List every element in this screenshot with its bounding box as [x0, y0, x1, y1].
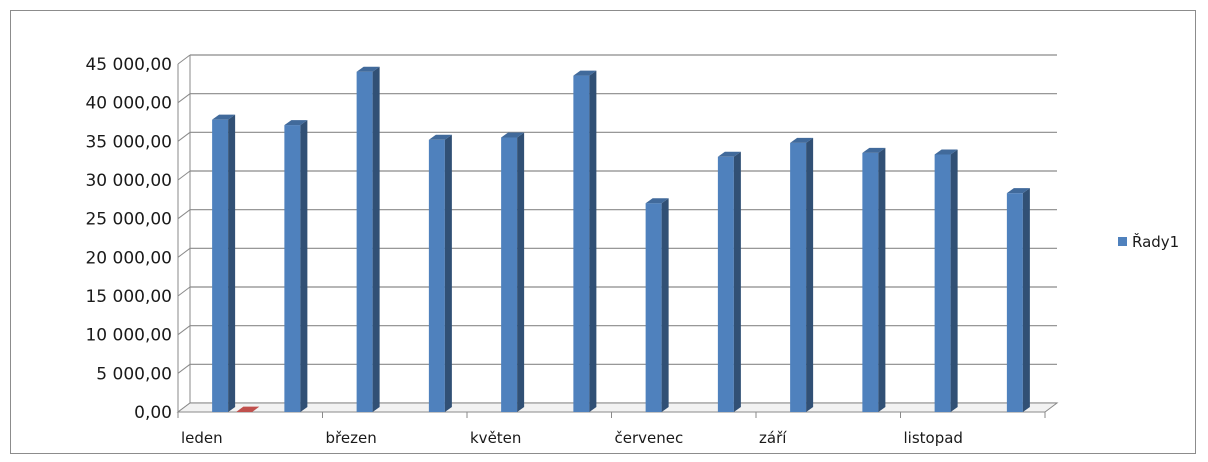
bar-duben — [428, 134, 452, 412]
bar-září — [790, 137, 814, 412]
gridline-side — [177, 363, 191, 374]
y-tick-label: 25 000,00 — [85, 210, 172, 230]
x-tick-label: listopad — [904, 429, 963, 447]
y-tick-label: 20 000,00 — [85, 248, 172, 268]
y-tick-label: 45 000,00 — [85, 55, 172, 75]
y-tick-label: 40 000,00 — [85, 94, 172, 114]
legend-label: Řady1 — [1132, 232, 1179, 251]
x-tick-label: květen — [470, 429, 521, 447]
bar-říjen — [862, 147, 886, 412]
gridline-side — [177, 131, 191, 142]
gridline-side — [177, 325, 191, 336]
x-tick-label: červenec — [615, 429, 684, 447]
y-tick-label: 5 000,00 — [96, 364, 172, 384]
gridline-side — [177, 54, 191, 65]
x-tick-label: leden — [181, 429, 223, 447]
y-tick-label: 30 000,00 — [85, 171, 172, 191]
y-tick-label: 15 000,00 — [85, 287, 172, 307]
x-tick-label: září — [759, 429, 787, 447]
gridline-side — [177, 93, 191, 104]
y-tick-label: 0,00 — [134, 403, 172, 423]
bar-červenec — [645, 198, 669, 412]
gridline-side — [177, 286, 191, 297]
legend-swatch — [1118, 237, 1127, 246]
bar-červen — [573, 70, 597, 412]
y-tick-label: 35 000,00 — [85, 132, 172, 152]
bar-březen — [356, 66, 380, 412]
bar-prosinec — [1006, 188, 1030, 412]
chart-area — [10, 10, 1196, 454]
bar-listopad — [934, 149, 958, 413]
bar-leden — [212, 114, 236, 413]
bar-srpen — [717, 151, 741, 413]
chart-floor — [176, 402, 1059, 413]
bar-series-1-leden — [236, 406, 260, 412]
bar-květen — [501, 132, 525, 412]
gridline-side — [177, 209, 191, 220]
bar-únor — [284, 120, 308, 413]
gridline-side — [177, 247, 191, 258]
gridline-side — [177, 170, 191, 181]
x-tick-label: březen — [326, 429, 377, 447]
y-tick-label: 10 000,00 — [85, 326, 172, 346]
